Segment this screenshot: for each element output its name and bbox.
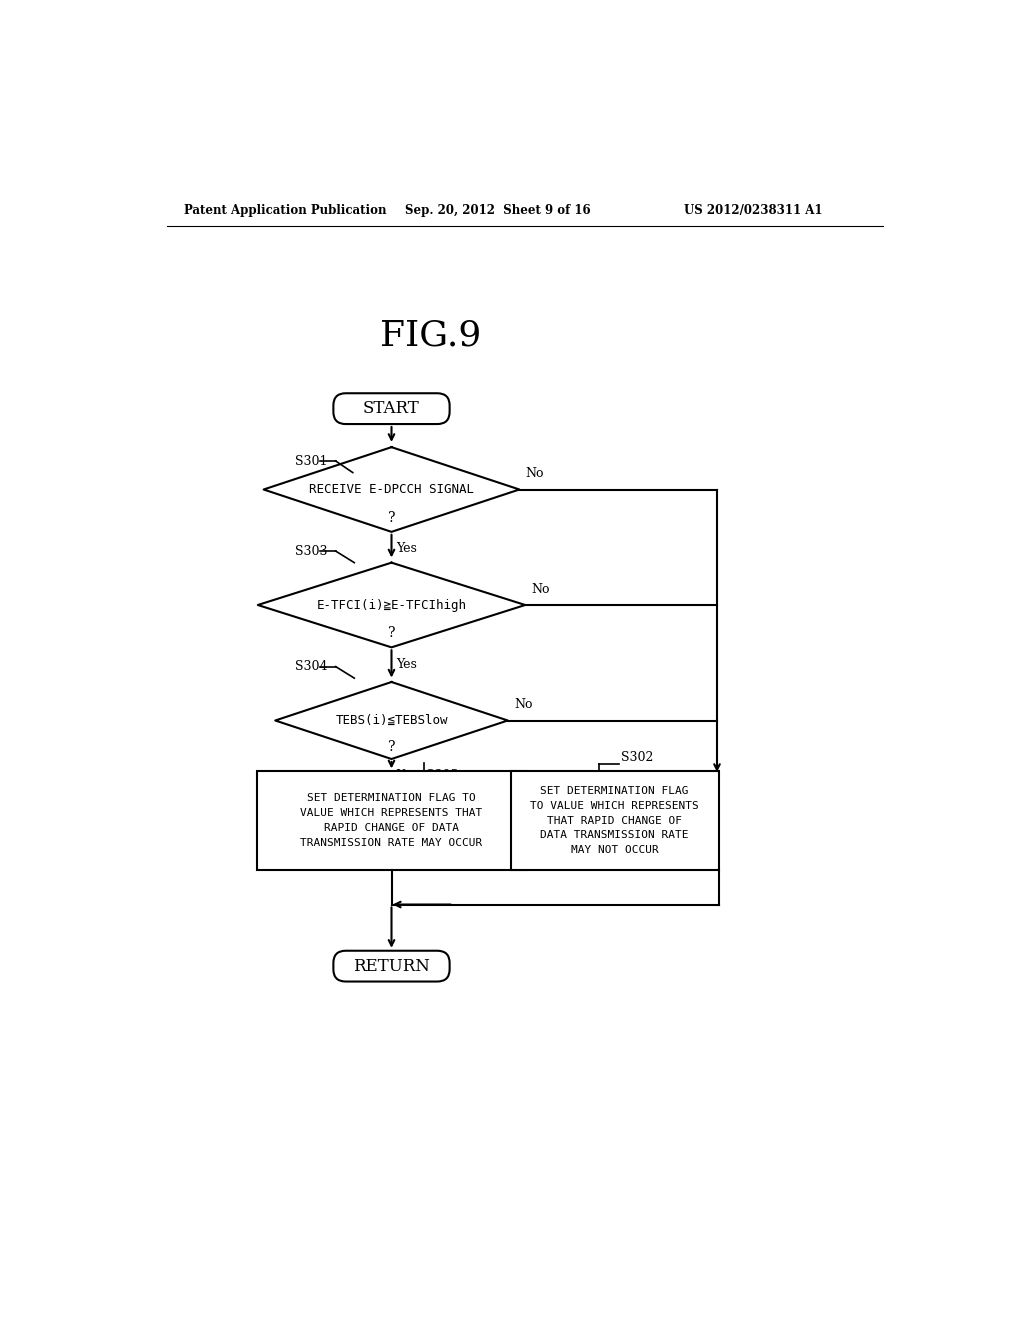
Text: Sep. 20, 2012  Sheet 9 of 16: Sep. 20, 2012 Sheet 9 of 16 [406,205,591,218]
Text: RECEIVE E-DPCCH SIGNAL: RECEIVE E-DPCCH SIGNAL [309,483,474,496]
Text: ?: ? [388,511,395,525]
Bar [511,771,719,870]
Text: No: No [531,582,550,595]
Text: US 2012/0238311 A1: US 2012/0238311 A1 [684,205,823,218]
Text: S301: S301 [295,454,327,467]
Text: S304: S304 [295,660,327,673]
FancyBboxPatch shape [334,393,450,424]
Text: E-TFCI(i)≧E-TFCIhigh: E-TFCI(i)≧E-TFCIhigh [316,598,467,611]
Text: FIG.9: FIG.9 [380,318,481,352]
Polygon shape [275,682,508,759]
Text: START: START [364,400,420,417]
FancyBboxPatch shape [334,950,450,982]
Text: Yes: Yes [396,770,417,783]
Text: ?: ? [388,627,395,640]
Text: S302: S302 [621,751,653,764]
Bar [257,771,526,870]
Text: No: No [514,698,532,711]
Text: Patent Application Publication: Patent Application Publication [183,205,386,218]
Text: RETURN: RETURN [353,957,430,974]
Text: S305: S305 [426,770,459,783]
Polygon shape [258,562,525,647]
Text: SET DETERMINATION FLAG TO
VALUE WHICH REPRESENTS THAT
RAPID CHANGE OF DATA
TRANS: SET DETERMINATION FLAG TO VALUE WHICH RE… [300,793,482,847]
Text: Yes: Yes [396,543,417,556]
Text: SET DETERMINATION FLAG
TO VALUE WHICH REPRESENTS
THAT RAPID CHANGE OF
DATA TRANS: SET DETERMINATION FLAG TO VALUE WHICH RE… [530,785,699,855]
Text: TEBS(i)≦TEBSlow: TEBS(i)≦TEBSlow [335,714,447,727]
Text: ?: ? [388,741,395,755]
Text: No: No [525,467,544,480]
Polygon shape [263,447,519,532]
Text: S303: S303 [295,545,327,557]
Text: Yes: Yes [396,657,417,671]
